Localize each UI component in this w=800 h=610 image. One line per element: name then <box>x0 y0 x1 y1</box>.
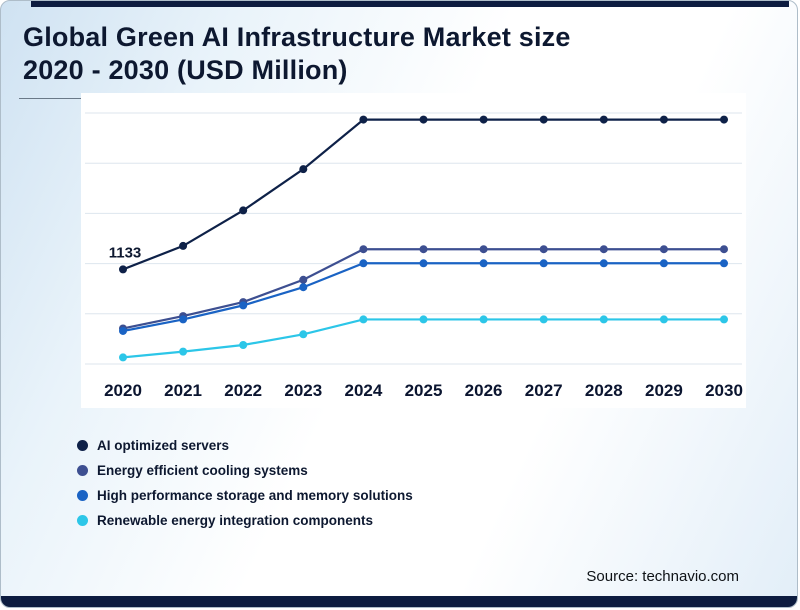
x-axis-label: 2022 <box>224 381 262 400</box>
legend-label: High performance storage and memory solu… <box>97 487 413 503</box>
chart-area: 2020 2021 2022 2023 2024 2025 2026 2027 2028 2029… <box>81 93 746 408</box>
legend-item: AI optimized servers <box>77 437 413 453</box>
legend-dot <box>77 439 88 451</box>
x-axis-label: 2029 <box>645 381 683 400</box>
data-point <box>419 245 428 254</box>
x-axis-label: 2025 <box>405 381 443 400</box>
data-point <box>599 245 608 254</box>
x-axis-label: 2026 <box>465 381 503 400</box>
data-point <box>659 245 668 254</box>
data-point <box>239 341 248 350</box>
x-axis-label: 2027 <box>525 381 563 400</box>
legend-item: Energy efficient cooling systems <box>77 462 413 478</box>
data-point <box>299 165 308 174</box>
data-point <box>299 330 308 339</box>
legend-item: High performance storage and memory solu… <box>77 487 413 503</box>
chart-legend: AI optimized servers Energy efficient co… <box>77 437 413 537</box>
data-point <box>419 115 428 124</box>
data-point <box>539 115 548 124</box>
data-point <box>119 265 127 274</box>
data-point <box>299 275 308 284</box>
data-point <box>659 315 668 324</box>
data-point <box>720 315 728 324</box>
legend-label: AI optimized servers <box>97 437 230 453</box>
legend-label: Renewable energy integration components <box>97 512 374 528</box>
data-point <box>179 241 188 250</box>
data-point <box>720 259 728 268</box>
data-point <box>119 326 127 335</box>
data-point <box>479 315 488 324</box>
data-point <box>239 301 248 310</box>
value-annotation: 1133 <box>109 244 142 261</box>
data-point <box>720 115 728 124</box>
data-point <box>359 245 368 254</box>
x-axis-label: 2024 <box>344 381 382 400</box>
data-point <box>599 259 608 268</box>
x-axis-label: 2030 <box>705 381 743 400</box>
source-text: Source: technavio.com <box>586 568 739 585</box>
data-point <box>599 315 608 324</box>
x-axis-label: 2021 <box>164 381 202 400</box>
data-point <box>479 259 488 268</box>
data-point <box>419 315 428 324</box>
data-point <box>539 315 548 324</box>
data-point <box>659 115 668 124</box>
legend-label: Energy efficient cooling systems <box>97 462 308 478</box>
series-line <box>122 318 724 359</box>
legend-dot <box>77 514 88 526</box>
data-point <box>359 115 368 124</box>
data-point <box>179 315 188 324</box>
data-point <box>119 353 127 362</box>
data-point <box>359 259 368 268</box>
data-point <box>539 259 548 268</box>
legend-dot <box>77 464 88 476</box>
legend-item: Renewable energy integration components <box>77 512 413 528</box>
data-point <box>419 259 428 268</box>
data-point <box>659 259 668 268</box>
data-point <box>479 115 488 124</box>
line-chart: 2020 2021 2022 2023 2024 2025 2026 2027 2028 2029… <box>85 112 743 400</box>
data-point <box>359 315 368 324</box>
data-point <box>299 283 308 292</box>
page-title: Global Green AI Infrastructure Market si… <box>23 22 571 85</box>
data-point <box>179 347 188 356</box>
x-axis-label: 2023 <box>284 381 322 400</box>
legend-dot <box>77 489 88 501</box>
data-point <box>599 115 608 124</box>
data-point <box>539 245 548 254</box>
data-point <box>479 245 488 254</box>
bottom-accent-bar <box>1 596 797 607</box>
x-axis-label: 2020 <box>104 381 142 400</box>
data-point <box>239 206 248 215</box>
top-accent-bar <box>31 1 789 7</box>
x-axis-label: 2028 <box>585 381 623 400</box>
data-point <box>720 245 728 254</box>
